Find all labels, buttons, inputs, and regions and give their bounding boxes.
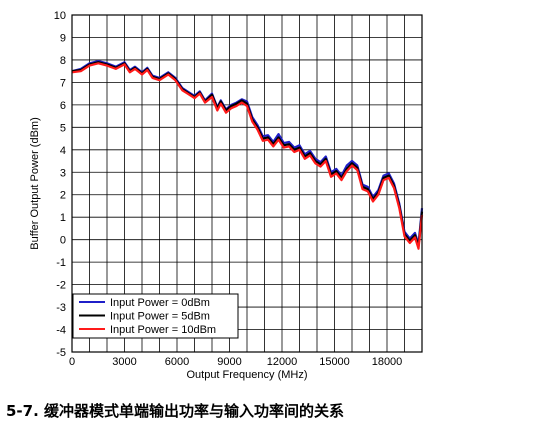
series-line-3	[71, 62, 424, 250]
y-tick-label: -5	[56, 347, 66, 359]
legend-entry-1: Input Power = 0dBm	[110, 297, 210, 309]
y-tick-label: -3	[56, 302, 66, 314]
line-chart: 0 3000 6000 9000 12000 15000 18000 -5 -4 -3 -2 -1 0 1…	[29, 10, 424, 381]
y-tick-label: 10	[54, 10, 66, 22]
legend-entry-3: Input Power = 10dBm	[110, 324, 216, 336]
legend-entry-2: Input Power = 5dBm	[110, 311, 210, 323]
y-tick-label: 4	[60, 145, 66, 157]
x-tick-label: 0	[69, 356, 75, 368]
y-tick-label: 3	[60, 167, 66, 179]
y-axis-label: Buffer Output Power (dBm)	[29, 117, 41, 249]
y-tick-label: 8	[60, 55, 66, 67]
y-tick-label: 0	[60, 235, 66, 247]
y-tick-label: 2	[60, 190, 66, 202]
tick-labels: 0 3000 6000 9000 12000 15000 18000 -5 -4 -3 -2 -1 0 1…	[54, 10, 403, 368]
y-tick-label: 7	[60, 77, 66, 89]
y-tick-label: -1	[56, 257, 66, 269]
grid-lines	[72, 15, 422, 352]
x-axis-label: Output Frequency (MHz)	[186, 369, 307, 381]
x-tick-label: 12000	[267, 356, 298, 368]
x-tick-label: 18000	[372, 356, 403, 368]
x-tick-label: 6000	[165, 356, 189, 368]
y-tick-label: 1	[60, 212, 66, 224]
figure-caption: 5-7. 缓冲器模式单端输出功率与输入功率间的关系	[6, 402, 345, 420]
series-layer	[71, 59, 424, 250]
plot-frame	[71, 14, 423, 353]
y-tick-label: 5	[60, 122, 66, 134]
legend: Input Power = 0dBm Input Power = 5dBmInpu…	[72, 293, 239, 339]
y-tick-label: 9	[60, 32, 66, 44]
x-tick-label: 9000	[217, 356, 241, 368]
x-tick-label: 3000	[112, 356, 136, 368]
y-tick-label: -2	[56, 280, 66, 292]
y-tick-label: -4	[56, 325, 66, 337]
x-tick-label: 15000	[319, 356, 350, 368]
y-tick-label: 6	[60, 100, 66, 112]
